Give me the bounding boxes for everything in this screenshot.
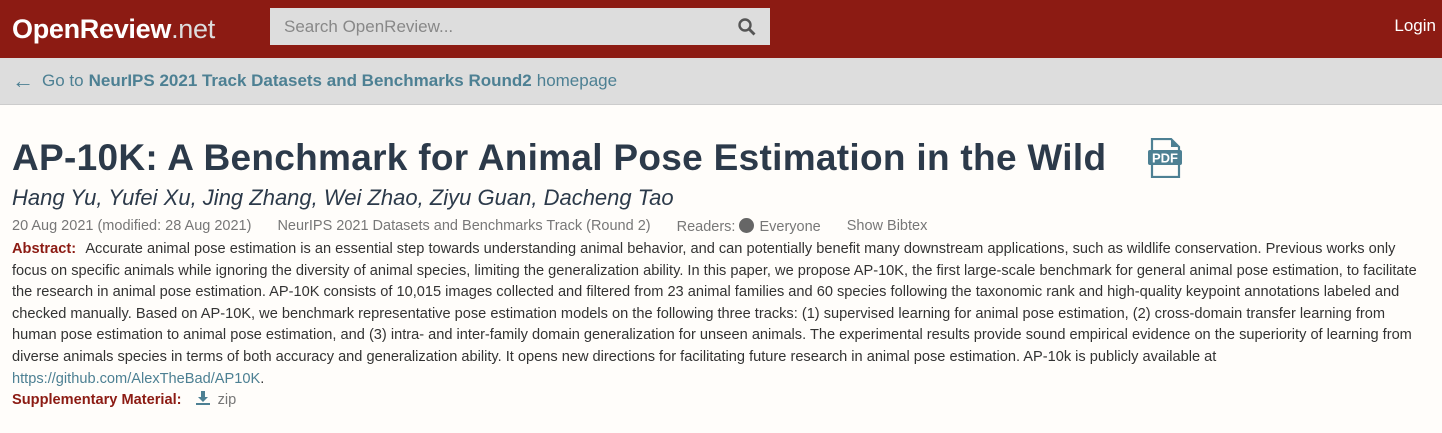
openreview-logo[interactable]: OpenReview.net	[12, 14, 215, 45]
github-link[interactable]: https://github.com/AlexTheBad/AP10K	[12, 370, 261, 387]
paper-title: AP-10K: A Benchmark for Animal Pose Esti…	[12, 137, 1107, 178]
search-input[interactable]	[284, 16, 738, 37]
search-box	[270, 8, 770, 45]
logo-suffix: .net	[171, 13, 215, 44]
pdf-icon[interactable]: PDF	[1148, 138, 1183, 178]
nav-prefix: Go to	[42, 71, 84, 90]
paper-content: AP-10K: A Benchmark for Animal Pose Esti…	[0, 105, 1442, 408]
readers-label: Readers:	[676, 219, 736, 235]
logo-main: OpenReview	[12, 13, 172, 44]
nav-suffix: homepage	[536, 71, 618, 90]
venue: NeurIPS 2021 Datasets and Benchmarks Tra…	[277, 218, 651, 234]
abstract-end: .	[260, 370, 265, 387]
download-icon[interactable]	[195, 391, 210, 406]
venue-nav[interactable]: ← Go to NeurIPS 2021 Track Datasets and …	[0, 58, 1442, 105]
abstract: Abstract: Accurate animal pose estimatio…	[12, 239, 1430, 390]
search-icon[interactable]	[738, 17, 756, 36]
supplementary-material: Supplementary Material: zip	[12, 391, 1430, 408]
abstract-text: Accurate animal pose estimation is an es…	[12, 241, 1417, 365]
readers-value: Everyone	[759, 219, 821, 235]
authors: Hang Yu, Yufei Xu, Jing Zhang, Wei Zhao,…	[12, 185, 674, 210]
arrow-left-icon: ←	[12, 68, 34, 93]
top-bar: OpenReview.net Login	[0, 0, 1442, 58]
abstract-label: Abstract:	[12, 241, 77, 257]
venue-link[interactable]: NeurIPS 2021 Track Datasets and Benchmar…	[88, 71, 532, 90]
pdf-label: PDF	[1152, 151, 1178, 166]
login-link[interactable]: Login	[1394, 16, 1436, 35]
globe-icon	[739, 218, 755, 233]
supp-zip-link[interactable]: zip	[217, 392, 237, 409]
date: 20 Aug 2021 (modified: 28 Aug 2021)	[12, 218, 252, 234]
supp-label: Supplementary Material:	[12, 392, 182, 409]
show-bibtex-link[interactable]: Show Bibtex	[846, 218, 928, 234]
meta-row: 20 Aug 2021 (modified: 28 Aug 2021) Neur…	[12, 218, 1430, 235]
readers: Readers: Everyone	[677, 218, 821, 235]
